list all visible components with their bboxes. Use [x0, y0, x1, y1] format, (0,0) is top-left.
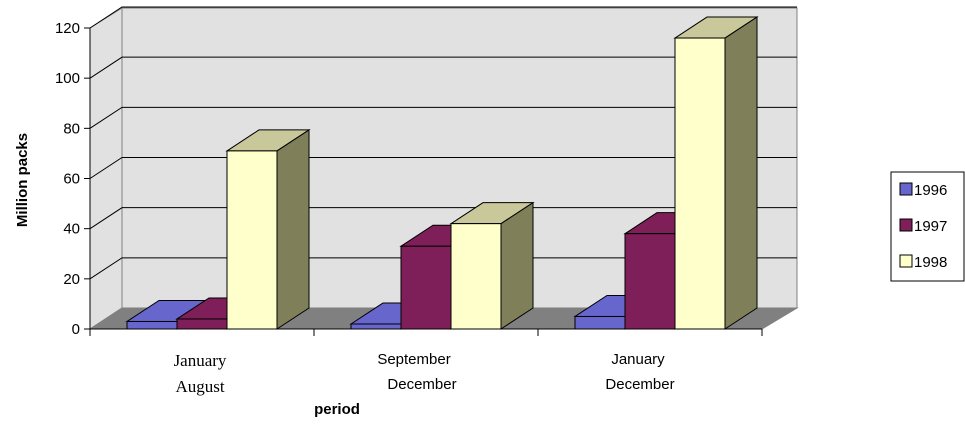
y-tick-label: 60	[63, 171, 80, 188]
category-label-2-line-1: September	[377, 351, 450, 368]
y-tick-label: 80	[63, 120, 80, 137]
gridline	[89, 56, 797, 79]
gridlines	[89, 6, 797, 280]
bar-1998-cat-1	[225, 128, 311, 330]
bar-front-face	[574, 315, 626, 330]
legend-swatch-1997	[899, 218, 913, 232]
y-tick-label: 20	[63, 271, 80, 288]
category-label-3-line-1: January	[611, 351, 665, 368]
bar-front-face	[126, 320, 178, 330]
legend-swatch-1996	[899, 182, 913, 196]
bar-front-face	[350, 323, 402, 330]
y-tick-label: 120	[55, 20, 80, 37]
bar-front-face	[674, 37, 726, 330]
gridline	[89, 106, 797, 129]
bar-1998-cat-3	[673, 16, 759, 330]
bar-side-face	[500, 201, 534, 330]
y-tick-label: 100	[55, 70, 80, 87]
category-label-2-line-2: December	[387, 376, 456, 393]
y-axis-title: Million packs	[14, 133, 31, 227]
y-tick-label: 0	[72, 321, 80, 338]
bar-side-face	[276, 128, 310, 330]
category-label-3-line-2: December	[605, 376, 674, 393]
legend-label-1996: 1996	[914, 182, 947, 199]
legend-swatch-1998	[899, 254, 913, 268]
gridline	[89, 157, 797, 179]
legend-label-1998: 1998	[914, 254, 947, 271]
category-label-1-line-1: January	[174, 351, 227, 370]
bars	[125, 16, 759, 330]
x-ticks	[89, 329, 763, 336]
x-axis-title: period	[314, 401, 360, 418]
bar-front-face	[624, 233, 676, 330]
category-labels: January August September December Januar…	[174, 351, 675, 396]
bar-1998-cat-2	[449, 201, 535, 330]
y-tick-label: 40	[63, 221, 80, 238]
legend-label-1997: 1997	[914, 218, 947, 235]
bar-front-face	[400, 245, 452, 330]
y-ticks: 0 20 40 60 80 100 120	[55, 20, 90, 338]
bar-front-face	[450, 223, 502, 330]
gridline	[89, 257, 797, 280]
gridline	[89, 6, 797, 29]
category-label-1-line-2: August	[175, 377, 224, 396]
bar-side-face	[724, 16, 758, 330]
bar-front-face	[226, 150, 278, 330]
legend: 1996 1997 1998	[890, 171, 965, 282]
bar-front-face	[176, 318, 228, 330]
gridline	[89, 207, 797, 230]
